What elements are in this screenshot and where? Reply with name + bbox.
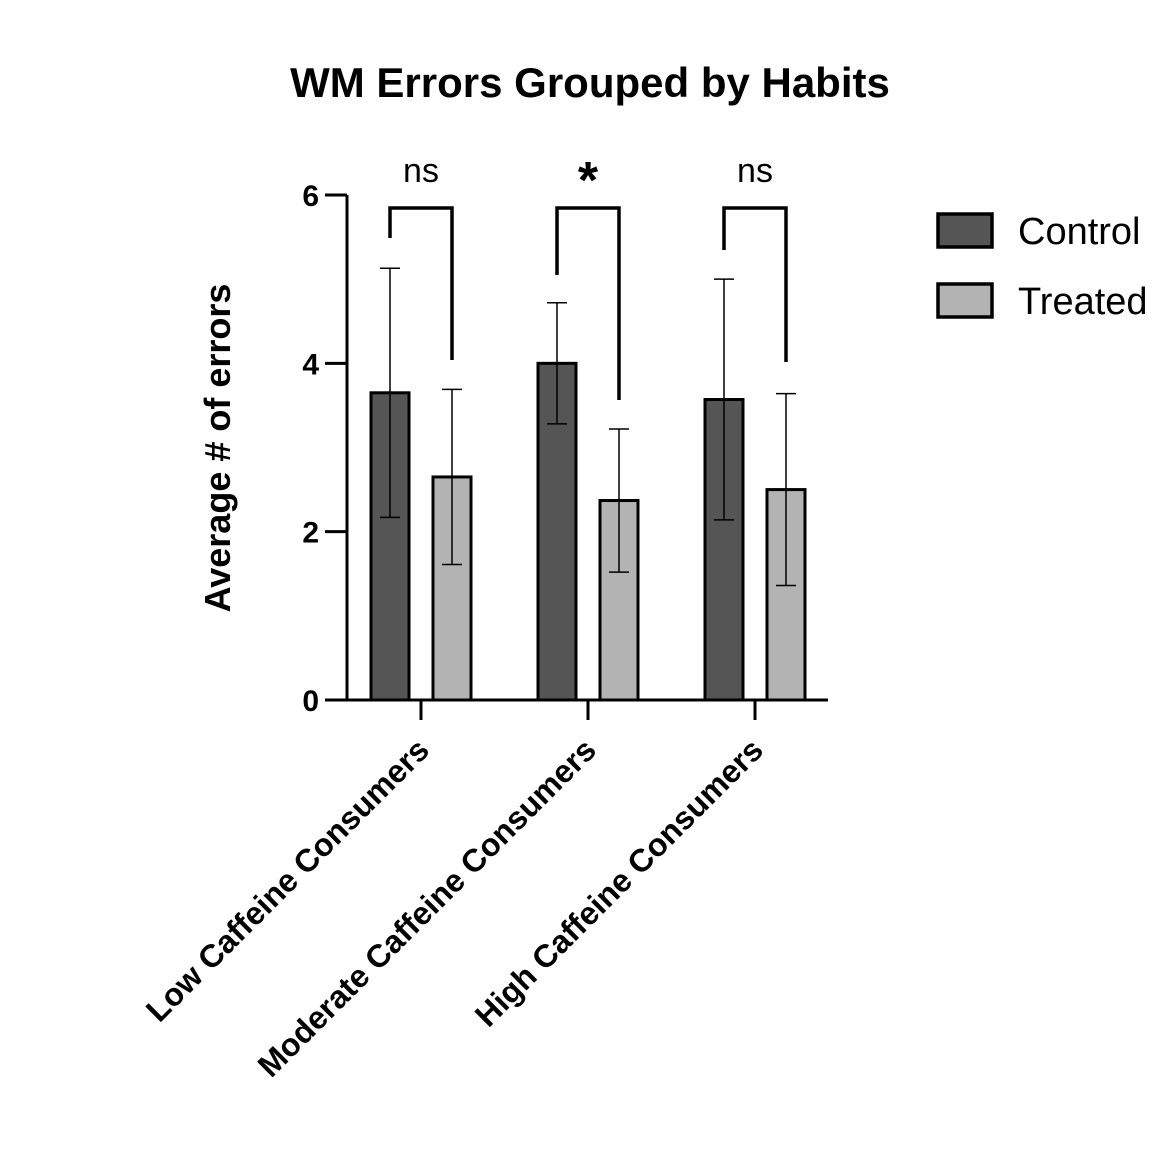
significance-bracket: [555, 206, 621, 400]
legend-label-treated: Treated: [1018, 281, 1148, 323]
plot-area: 0 2 4 6 Low Caffeine Consumers ns Moderate Caf…: [139, 152, 828, 1084]
significance-label: *: [578, 152, 599, 210]
legend-swatch-treated: [936, 282, 994, 319]
significance-label: ns: [737, 152, 773, 190]
category-label: Moderate Caffeine Consumers: [251, 731, 603, 1083]
y-tick-label: 4: [302, 348, 319, 381]
y-axis-label: Average # of errors: [197, 284, 238, 613]
y-tick-label: 2: [302, 517, 319, 550]
category-label: Low Caffeine Consumers: [139, 731, 436, 1028]
y-tick-label: 6: [302, 180, 319, 213]
y-tick-label: 0: [302, 685, 319, 718]
chart-title: WM Errors Grouped by Habits: [290, 59, 890, 106]
legend: Control Treated: [936, 211, 1148, 323]
legend-label-control: Control: [1018, 211, 1141, 253]
significance-label: ns: [403, 152, 439, 190]
bar-control: [703, 398, 745, 702]
significance-bracket: [722, 206, 788, 362]
significance-bracket: [388, 206, 454, 360]
legend-swatch-control: [936, 212, 994, 249]
category-label: High Caffeine Consumers: [468, 731, 770, 1033]
